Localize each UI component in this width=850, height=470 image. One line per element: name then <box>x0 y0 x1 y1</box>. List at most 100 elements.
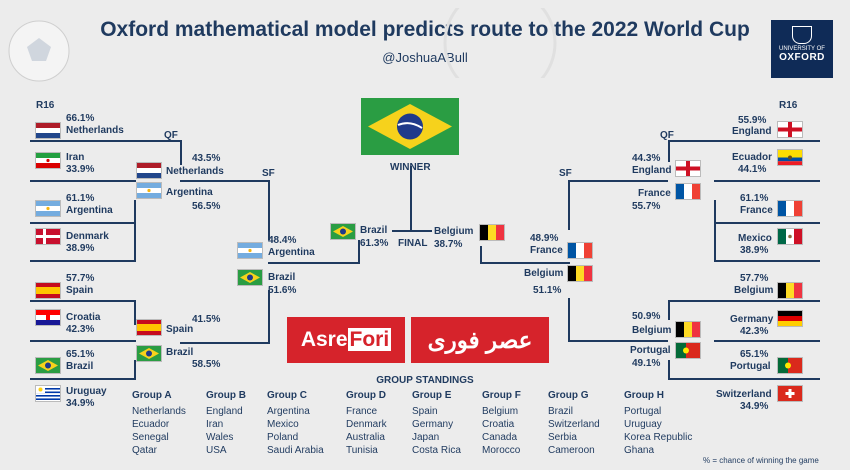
england-flag <box>778 122 802 137</box>
bracket-line <box>30 222 136 224</box>
r16-r-8-pct: 34.9% <box>740 401 769 412</box>
bracket-line <box>134 360 136 380</box>
bracket-line <box>268 180 270 240</box>
final-label: FINAL <box>398 238 428 249</box>
bracket-line <box>714 260 820 262</box>
qf-r-3-team: Belgium <box>632 325 672 336</box>
group-c: Group C Argentina Mexico Poland Saudi Arabi… <box>267 390 324 456</box>
qf-l-4-team: Brazil <box>166 347 194 358</box>
r16-r-1-pct: 55.9% <box>738 115 767 126</box>
qf-r-4-team: Portugal <box>630 345 671 356</box>
bracket-line <box>180 342 270 344</box>
soccer-ball-bg-icon <box>443 8 557 78</box>
r16-r-6-pct: 42.3% <box>740 326 769 337</box>
brazil-flag <box>36 358 60 373</box>
watermark-banner: AsreFori عصر فوری <box>287 317 549 363</box>
page-title: Oxford mathematical model predicts route… <box>100 18 750 41</box>
brazil-flag <box>137 346 161 361</box>
r16-r-2-pct: 44.1% <box>738 164 767 175</box>
argentina-flag <box>36 201 60 216</box>
round-label-r16-left: R16 <box>36 100 55 111</box>
bracket-line <box>568 180 668 182</box>
bracket-line <box>714 200 716 262</box>
belgium-flag <box>778 283 802 298</box>
bracket-line <box>714 222 820 224</box>
argentina-flag <box>137 183 161 198</box>
bracket-line <box>668 378 820 380</box>
iran-flag <box>36 153 60 168</box>
r16-l-6-team: Croatia <box>66 312 101 323</box>
round-label-qf-right: QF <box>660 130 674 141</box>
croatia-flag <box>36 310 60 325</box>
r16-l-2-pct: 33.9% <box>66 164 95 175</box>
r16-l-8-pct: 34.9% <box>66 398 95 409</box>
bracket-line <box>30 378 136 380</box>
qf-r-1-pct: 44.3% <box>632 153 661 164</box>
r16-r-7-team: Portugal <box>730 361 771 372</box>
r16-l-2-team: Iran <box>66 152 85 163</box>
bracket-line <box>30 180 136 182</box>
r16-l-5-pct: 57.7% <box>66 273 95 284</box>
bracket-line <box>134 200 136 262</box>
group-g: Group G Brazil Switzerland Serbia Cameroon <box>548 390 600 456</box>
final-1-pct: 61.3% <box>360 238 389 249</box>
brazil-flag <box>238 270 262 285</box>
sf-l-1-pct: 48.4% <box>268 235 297 246</box>
qf-l-1-team: Netherlands <box>166 166 224 177</box>
bracket-line <box>134 300 136 325</box>
qf-r-4-pct: 49.1% <box>632 358 661 369</box>
group-e: Group E Spain Germany Japan Costa Rica <box>412 390 461 456</box>
final-2-team: Belgium <box>434 226 474 237</box>
bracket-line <box>668 140 820 142</box>
uruguay-flag <box>36 386 60 401</box>
bracket-line <box>30 260 136 262</box>
portugal-flag <box>676 343 700 358</box>
qf-r-3-pct: 50.9% <box>632 311 661 322</box>
sf-r-2-team: Belgium <box>524 268 564 279</box>
england-flag <box>676 161 700 176</box>
netherlands-flag <box>36 123 60 138</box>
round-label-r16-right: R16 <box>779 100 798 111</box>
oxford-crest-icon <box>792 26 812 44</box>
bracket-line <box>180 180 270 182</box>
bracket-line <box>410 166 412 230</box>
r16-r-5-team: Belgium <box>734 285 774 296</box>
sf-l-2-pct: 51.6% <box>268 285 297 296</box>
watermark-persian: عصر فوری <box>411 317 549 363</box>
bracket-line <box>668 360 670 380</box>
round-label-sf-left: SF <box>262 168 275 179</box>
spain-flag <box>36 283 60 298</box>
bracket-line <box>714 340 820 342</box>
denmark-flag <box>36 229 60 244</box>
round-label-sf-right: SF <box>559 168 572 179</box>
qf-l-3-pct: 41.5% <box>192 314 221 325</box>
mexico-flag <box>778 229 802 244</box>
sf-r-1-team: France <box>530 245 563 256</box>
belgium-flag <box>480 225 504 240</box>
bracket-line <box>668 300 820 302</box>
qf-l-2-team: Argentina <box>166 187 213 198</box>
netherlands-flag <box>137 163 161 178</box>
r16-l-7-pct: 65.1% <box>66 349 95 360</box>
brazil-flag <box>331 224 355 239</box>
bracket-line <box>30 340 136 342</box>
r16-l-3-pct: 61.1% <box>66 193 95 204</box>
switzerland-flag <box>778 386 802 401</box>
bracket-line <box>358 240 360 264</box>
r16-l-5-team: Spain <box>66 285 94 296</box>
r16-l-7-team: Brazil <box>66 361 94 372</box>
ecuador-flag <box>778 150 802 165</box>
group-d: Group D France Denmark Australia Tunisia <box>346 390 387 456</box>
argentina-flag <box>238 243 262 258</box>
qf-l-1-pct: 43.5% <box>192 153 221 164</box>
group-a: Group A Netherlands Ecuador Senegal Qatar <box>132 390 186 456</box>
qf-r-2-pct: 55.7% <box>632 201 661 212</box>
final-1-team: Brazil <box>360 225 388 236</box>
france-flag <box>568 243 592 258</box>
r16-r-6-team: Germany <box>730 314 774 325</box>
sf-r-2-pct: 51.1% <box>533 285 562 296</box>
r16-l-6-pct: 42.3% <box>66 324 95 335</box>
oxford-logo: UNIVERSITY OF OXFORD <box>771 20 833 78</box>
bracket-line <box>714 180 820 182</box>
round-label-qf-left: QF <box>164 130 178 141</box>
